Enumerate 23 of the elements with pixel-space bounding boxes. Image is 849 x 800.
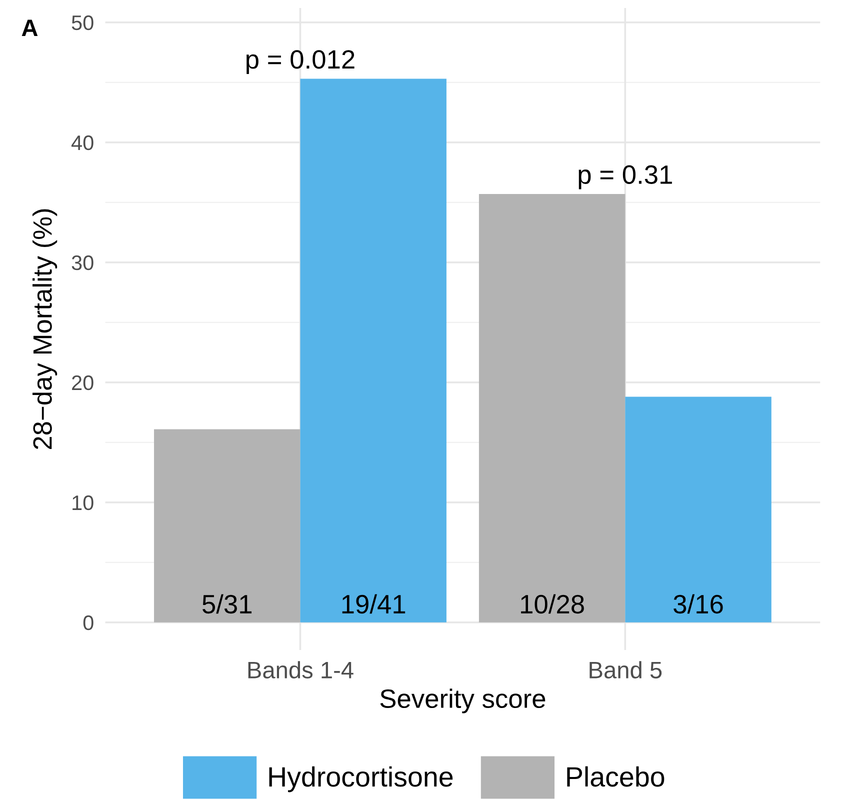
annotation: 5/31 [202, 594, 252, 614]
annotation: 19/41 [342, 594, 406, 614]
text: A [22, 20, 38, 36]
annotation: p = 0.31 [578, 165, 672, 190]
annotation: p = 0.012 [246, 50, 354, 74]
annotation: 10/28 [521, 594, 584, 614]
x-tick-label: Bands 1-4 [248, 661, 354, 678]
x-tick-label: Band 5 [590, 661, 662, 678]
bar [625, 396, 772, 622]
x-axis-title: Severity score [380, 688, 546, 714]
bar [154, 429, 300, 622]
y-axis-title: 28−day Mortality (%) [32, 209, 58, 450]
legend-label: Placebo [567, 766, 664, 787]
legend-label: Hydrocortisone [269, 766, 453, 792]
y-tick-label: 40 [71, 135, 94, 150]
y-tick-label: 50 [72, 15, 94, 30]
bar [300, 78, 446, 622]
bar [478, 194, 626, 622]
y-tick-label: 10 [72, 495, 94, 510]
annotation: 3/16 [674, 594, 723, 614]
y-tick-label: 0 [83, 615, 94, 630]
y-tick-label: 20 [72, 375, 94, 390]
y-tick-label: 30 [72, 255, 94, 270]
